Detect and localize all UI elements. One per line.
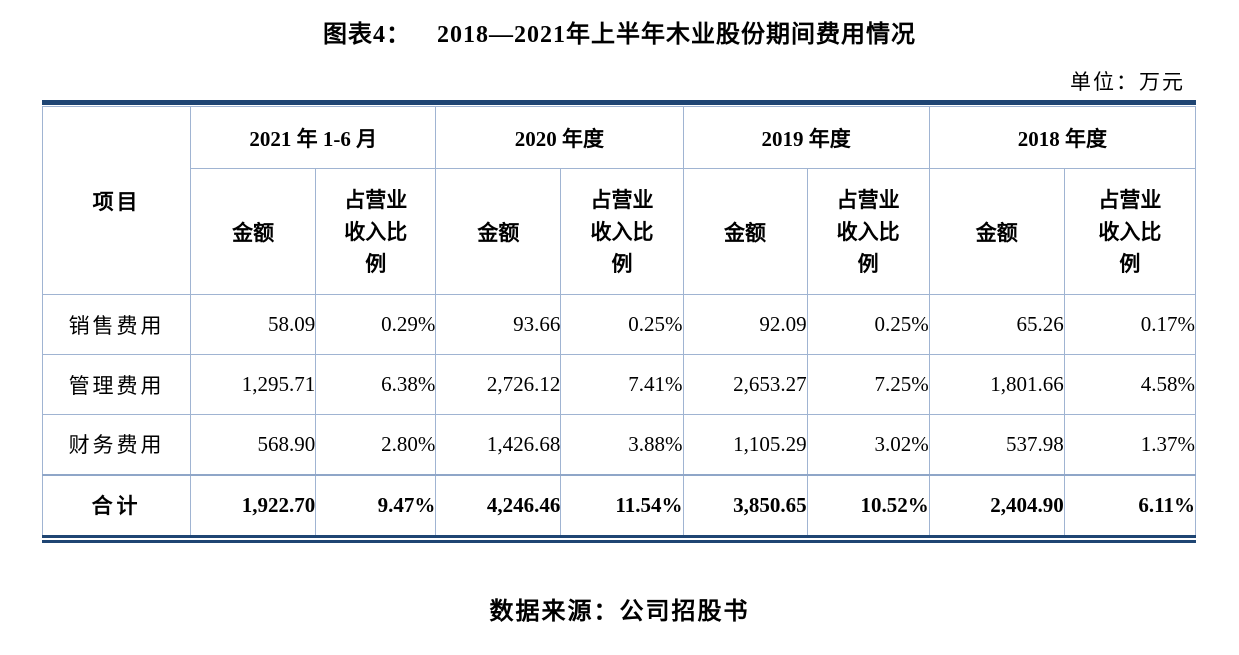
ratio-cell: 0.29% [315,294,437,355]
ratio-cell: 4.58% [1063,354,1197,415]
figure-title-text: 2018—2021年上半年木业股份期间费用情况 [437,22,916,48]
amount-cell: 93.66 [435,294,562,355]
header-ratio-text: 占营业收入比例 [836,187,900,276]
table-bottom-border [42,534,1196,543]
header-amount-2020: 金额 [435,168,562,295]
ratio-cell: 1.37% [1063,414,1197,475]
ratio-cell: 3.02% [806,414,930,475]
header-amount-2019: 金额 [682,168,808,295]
amount-cell: 4,246.46 [435,473,562,535]
header-item: 项目 [41,106,192,295]
header-period-2019: 2019 年度 [682,106,930,169]
amount-cell: 3,850.65 [682,473,808,535]
ratio-cell: 7.41% [560,354,684,415]
ratio-cell: 10.52% [806,473,930,535]
amount-cell: 65.26 [928,294,1065,355]
ratio-cell: 0.25% [806,294,930,355]
ratio-cell: 7.25% [806,354,930,415]
ratio-cell: 3.88% [560,414,684,475]
ratio-cell: 9.47% [315,473,437,535]
source-label: 数据来源：公司招股书 [489,598,750,625]
total-row-label: 合计 [41,473,192,535]
ratio-cell: 2.80% [315,414,437,475]
header-ratio-text: 占营业收入比例 [590,187,654,276]
header-amount-2018: 金额 [928,168,1065,295]
page-title: 图表4： 2018—2021年上半年木业股份期间费用情况 [0,20,1239,50]
header-period-2018: 2018 年度 [928,106,1197,169]
row-item-label: 财务费用 [41,414,192,475]
row-item-label: 销售费用 [41,294,192,355]
ratio-cell: 0.17% [1063,294,1197,355]
table-row-sales-expense: 销售费用 58.09 0.29% 93.66 0.25% 92.09 0.25%… [41,294,1197,355]
amount-cell: 2,726.12 [435,354,562,415]
ratio-cell: 0.25% [560,294,684,355]
amount-cell: 568.90 [190,414,317,475]
header-ratio-2020: 占营业收入比例 [560,168,684,295]
table-row-admin-expense: 管理费用 1,295.71 6.38% 2,726.12 7.41% 2,653… [41,354,1197,415]
header-period-2020: 2020 年度 [435,106,684,169]
header-amount-2021: 金额 [190,168,317,295]
header-ratio-2021: 占营业收入比例 [315,168,437,295]
ratio-cell: 6.38% [315,354,437,415]
ratio-cell: 6.11% [1063,473,1197,535]
header-ratio-text: 占营业收入比例 [344,187,408,276]
amount-cell: 2,653.27 [682,354,808,415]
amount-cell: 1,426.68 [435,414,562,475]
fees-table-container: 项目 2021 年 1-6 月 2020 年度 2019 年度 2018 年度 … [41,100,1197,543]
header-ratio-text: 占营业收入比例 [1098,187,1162,276]
figure-label: 图表4： [323,22,411,48]
unit-label: 单位：万元 [1070,70,1185,94]
header-period-row: 项目 2021 年 1-6 月 2020 年度 2019 年度 2018 年度 [41,106,1197,295]
amount-cell: 1,295.71 [190,354,317,415]
header-period-2021: 2021 年 1-6 月 [190,106,437,169]
ratio-cell: 11.54% [560,473,684,535]
header-ratio-2018: 占营业收入比例 [1063,168,1197,295]
table-row-total: 合计 1,922.70 9.47% 4,246.46 11.54% 3,850.… [41,473,1197,535]
amount-cell: 92.09 [682,294,808,355]
row-item-label: 管理费用 [41,354,192,415]
amount-cell: 2,404.90 [928,473,1065,535]
table-row-finance-expense: 财务费用 568.90 2.80% 1,426.68 3.88% 1,105.2… [41,414,1197,475]
amount-cell: 537.98 [928,414,1065,475]
table-top-border [42,100,1196,105]
fees-table: 项目 2021 年 1-6 月 2020 年度 2019 年度 2018 年度 … [41,106,1197,535]
amount-cell: 58.09 [190,294,317,355]
header-sub-row: 金额 占营业收入比例 金额 占营业收入比例 金额 占营业收入比例 金额 占营业收… [43,168,1197,295]
amount-cell: 1,801.66 [928,354,1065,415]
amount-cell: 1,105.29 [682,414,808,475]
header-ratio-2019: 占营业收入比例 [806,168,930,295]
amount-cell: 1,922.70 [190,473,317,535]
